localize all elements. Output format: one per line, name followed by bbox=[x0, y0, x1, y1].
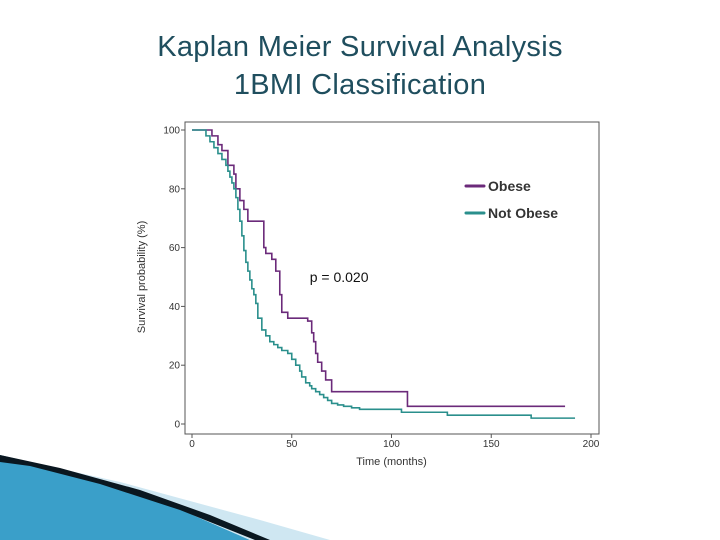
slide-title: Kaplan Meier Survival Analysis 1BMI Clas… bbox=[0, 28, 720, 104]
legend-label: Not Obese bbox=[488, 205, 558, 221]
y-tick-label: 0 bbox=[174, 420, 180, 431]
plot-frame bbox=[184, 121, 600, 435]
y-tick-label: 60 bbox=[169, 243, 181, 254]
slide-title-line-1: Kaplan Meier Survival Analysis bbox=[157, 31, 563, 63]
x-tick-label: 200 bbox=[583, 439, 600, 450]
x-tick-label: 0 bbox=[189, 439, 195, 450]
series-layer bbox=[192, 129, 576, 419]
slide-title-line-2: 1BMI Classification bbox=[233, 69, 487, 101]
y-tick-label: 40 bbox=[169, 302, 181, 313]
wave-blue bbox=[0, 455, 250, 540]
y-axis-label: Survival probability (%) bbox=[136, 221, 148, 333]
axis-ticks: 0 50 100 150 200 0 20 40 60 80 100 bbox=[163, 126, 599, 451]
series-line-not-obese bbox=[192, 129, 576, 419]
x-tick-label: 150 bbox=[483, 439, 500, 450]
x-tick-label: 100 bbox=[383, 439, 400, 450]
y-tick-label: 100 bbox=[163, 126, 180, 137]
y-tick-label: 80 bbox=[169, 184, 181, 195]
wave-dark bbox=[0, 455, 270, 540]
y-tick-label: 20 bbox=[169, 361, 181, 372]
decorative-wave bbox=[0, 455, 330, 540]
x-axis-label: Time (months) bbox=[356, 456, 427, 468]
x-tick-label: 50 bbox=[286, 439, 298, 450]
legend-label: Obese bbox=[488, 178, 531, 194]
p-value-annotation: p = 0.020 bbox=[310, 269, 369, 285]
legend: Obese Not Obese bbox=[464, 178, 558, 221]
series-line-obese bbox=[192, 129, 566, 408]
